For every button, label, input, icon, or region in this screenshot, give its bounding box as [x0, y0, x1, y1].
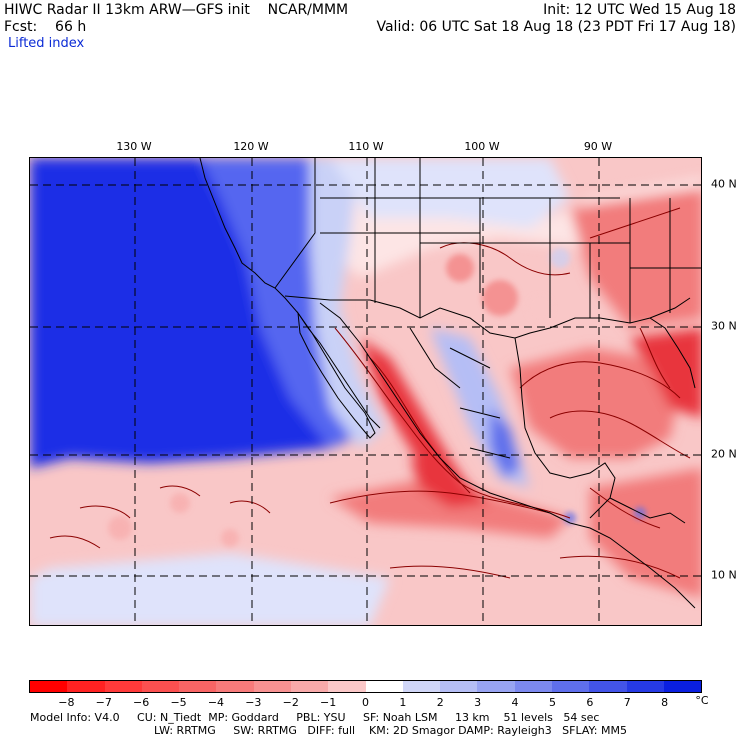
colorbar [29, 680, 702, 693]
colorbar-label: 1 [399, 696, 407, 709]
colorbar-label: −3 [245, 696, 262, 709]
lon-tick-130w: 130 W [116, 140, 152, 153]
lat-tick-30n: 30 N [711, 319, 737, 333]
colorbar-label: −8 [58, 696, 75, 709]
colorbar-swatch [290, 681, 329, 692]
colorbar-swatch [589, 681, 627, 692]
colorbar-swatch [30, 681, 68, 692]
colorbar-unit: °C [695, 694, 709, 707]
colorbar-label: 2 [436, 696, 444, 709]
colorbar-label: −2 [282, 696, 299, 709]
lat-tick-20n: 20 N [711, 447, 737, 461]
lifted-index-map [29, 157, 702, 626]
colorbar-label: 8 [661, 696, 669, 709]
header-field-name: Lifted index [8, 36, 85, 51]
colorbar-swatch [67, 681, 105, 692]
footer-model-info: Model Info: V4.0 CU: N_Tiedt MP: Goddard… [30, 711, 600, 724]
colorbar-swatch [216, 681, 254, 692]
colorbar-swatch [514, 681, 552, 692]
colorbar-swatch [253, 681, 291, 692]
colorbar-label: −5 [170, 696, 187, 709]
colorbar-swatch [365, 681, 403, 692]
field-texture [108, 248, 646, 547]
colorbar-label: −6 [133, 696, 150, 709]
colorbar-label: 3 [474, 696, 482, 709]
header-init-time: Init: 12 UTC Wed 15 Aug 18 [543, 2, 736, 18]
colorbar-swatch [141, 681, 180, 692]
header-model-title: HIWC Radar II 13km ARW—GFS init NCAR/MMM [4, 2, 349, 18]
colorbar-swatch [402, 681, 441, 692]
contour-lines [49, 207, 691, 579]
colorbar-label: −4 [207, 696, 225, 709]
lon-tick-90w: 90 W [583, 140, 613, 153]
lon-tick-120w: 120 W [233, 140, 269, 153]
lat-tick-40n: 40 N [711, 177, 737, 191]
colorbar-label: 7 [623, 696, 631, 709]
colorbar-swatch [477, 681, 515, 692]
lat-tick-10n: 10 N [711, 568, 737, 582]
lon-tick-100w: 100 W [464, 140, 500, 153]
colorbar-swatch [440, 681, 478, 692]
colorbar-swatch [328, 681, 366, 692]
graticule [30, 158, 701, 625]
colorbar-swatch [104, 681, 142, 692]
colorbar-label: 0 [362, 696, 369, 709]
lon-tick-110w: 110 W [348, 140, 384, 153]
colorbar-swatch [179, 681, 217, 692]
colorbar-label: 5 [548, 696, 556, 709]
map-canvas [30, 158, 701, 625]
colorbar-label: −1 [320, 696, 337, 709]
field-shading [30, 158, 701, 625]
colorbar-label: 4 [511, 696, 519, 709]
colorbar-swatch [626, 681, 664, 692]
colorbar-swatch [663, 681, 702, 692]
colorbar-swatch [551, 681, 590, 692]
colorbar-label: 6 [586, 696, 594, 709]
colorbar-label: −7 [95, 696, 112, 709]
header-valid-time: Valid: 06 UTC Sat 18 Aug 18 (23 PDT Fri … [376, 19, 736, 35]
header-forecast-hour: Fcst: 66 h [4, 19, 87, 35]
footer-physics-info: LW: RRTMG SW: RRTMG DIFF: full KM: 2D Sm… [154, 724, 627, 737]
